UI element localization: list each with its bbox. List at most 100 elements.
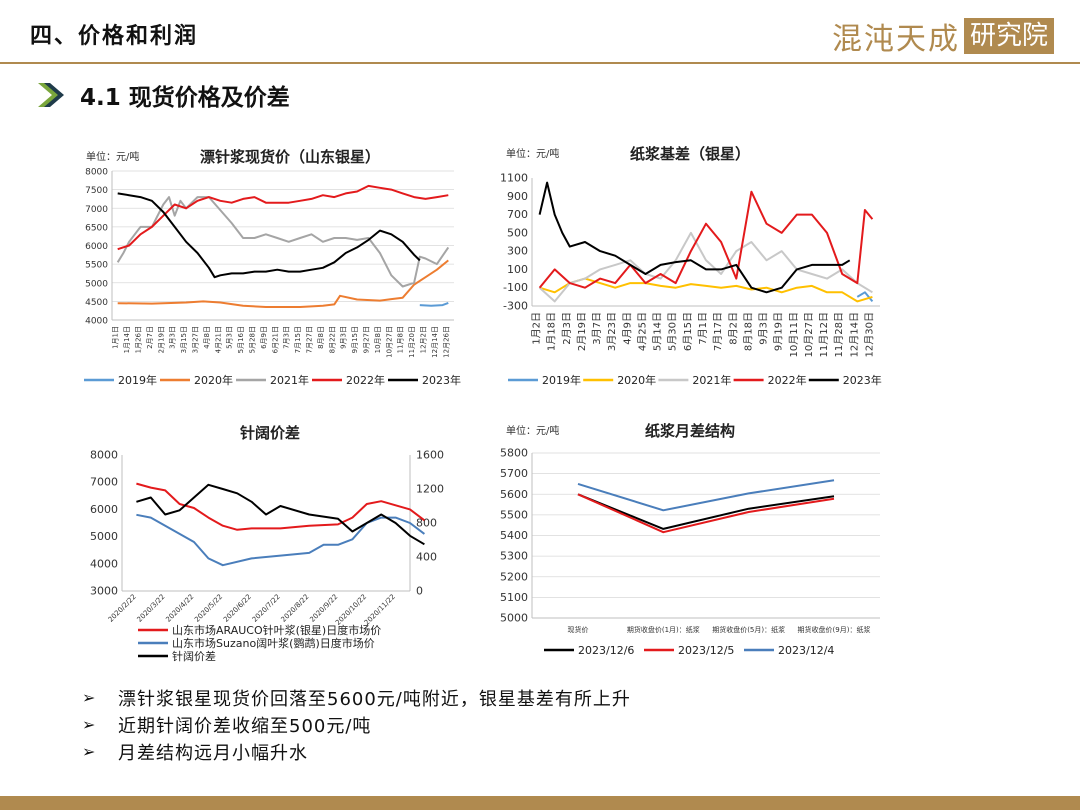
y-tick-label: 500 <box>507 226 528 239</box>
legend-label: 山东市场Suzano阔叶浆(鹦鹉)日度市场价 <box>172 636 375 650</box>
x-tick-label: 7月15日 <box>294 326 302 353</box>
x-tick-label: 2020/11/22 <box>363 593 397 627</box>
y-tick-label: 8000 <box>90 449 118 462</box>
x-tick-label: 6月9日 <box>260 326 268 349</box>
x-tick-label: 3月15日 <box>180 326 188 353</box>
y-tick-label: 5600 <box>500 488 528 501</box>
y-tick-label: 5800 <box>500 447 528 460</box>
y-tick-label: 4500 <box>85 298 108 308</box>
x-tick-label: 4月8日 <box>203 326 211 349</box>
x-tick-label: 8月2日 <box>727 312 739 345</box>
chart-title: 纸浆月差结构 <box>645 422 735 440</box>
legend-label: 2020年 <box>617 373 656 387</box>
footer-bar <box>0 796 1080 810</box>
x-tick-label: 4月21日 <box>214 326 222 353</box>
x-tick-label: 2020/5/22 <box>193 593 224 624</box>
y-tick-label: 5100 <box>500 591 528 604</box>
chart-title: 纸浆基差（银星） <box>630 145 750 163</box>
y2-tick-label: 0 <box>416 585 423 598</box>
section-title: 四、价格和利润 <box>30 24 199 49</box>
y2-tick-label: 1200 <box>416 483 444 496</box>
x-tick-label: 12月14日 <box>848 312 860 357</box>
y-tick-label: 6500 <box>85 223 108 233</box>
y-tick-label: 5000 <box>85 279 108 289</box>
legend-label: 2019年 <box>118 373 157 387</box>
x-tick-label: 7月27日 <box>306 326 314 353</box>
x-tick-label: 9月3日 <box>340 326 348 349</box>
x-tick-label: 9月27日 <box>363 326 371 353</box>
legend-label: 针阔价差 <box>172 649 216 663</box>
x-tick-label: 2020/8/22 <box>280 593 311 624</box>
legend-label: 2020年 <box>194 373 233 387</box>
series-line <box>538 181 851 294</box>
legend-label: 2023/12/5 <box>678 644 734 657</box>
y2-tick-label: 400 <box>416 551 437 564</box>
x-tick-label: 4月25日 <box>636 312 648 351</box>
x-tick-label: 11月20日 <box>408 326 416 358</box>
chart-unit-label: 单位：元/吨 <box>506 147 559 160</box>
series-line <box>577 479 835 512</box>
x-tick-label: 12月30日 <box>863 312 875 357</box>
x-tick-label: 9月19日 <box>773 312 785 351</box>
legend-label: 2023年 <box>422 373 461 387</box>
y-tick-label: 4000 <box>90 557 118 570</box>
legend-label: 2022年 <box>346 373 385 387</box>
bullet-list: ➢ 漂针浆银星现货价回落至5600元/吨附近，银星基差有所上升 ➢ 近期针阔价差收缩… <box>82 684 631 765</box>
legend-label: 2023/12/6 <box>578 644 634 657</box>
legend-label: 2019年 <box>542 373 581 387</box>
arrow-bullet-icon: ➢ <box>82 742 97 761</box>
x-tick-label: 2020/9/22 <box>308 593 339 624</box>
y-tick-label: -300 <box>503 300 528 313</box>
arrow-bullet-icon: ➢ <box>82 688 97 707</box>
x-tick-label: 1月14日 <box>123 326 131 353</box>
chart-spot-price: 漂针浆现货价（山东银星） 单位：元/吨 4000 4500 5000 5500 6000 65… <box>80 140 470 390</box>
x-tick-label: 2020/4/22 <box>164 593 195 624</box>
chart-basis-svg: 纸浆基差（银星） 单位：元/吨 -300 -100 100 300 500 700 900 110… <box>500 145 882 387</box>
x-tick-label: 8月18日 <box>742 312 754 351</box>
chart-month-svg: 纸浆月差结构 单位：元/吨 5000 5100 5200 5300 5400 5500 5600… <box>500 422 880 657</box>
x-tick-label: 2020/6/22 <box>222 593 253 624</box>
x-tick-label: 7月17日 <box>712 312 724 351</box>
y-tick-label: 5700 <box>500 467 528 480</box>
chart-spread: 针阔价差 3000 4000 5000 6000 7000 8000 0 400 800 1200 1… <box>80 418 460 668</box>
y-tick-label: 7000 <box>90 476 118 489</box>
y-tick-label: 6000 <box>85 242 108 252</box>
y-tick-label: 5300 <box>500 550 528 563</box>
chart-unit-label: 单位：元/吨 <box>86 150 139 163</box>
bullet-text: 月差结构远月小幅升水 <box>118 742 308 764</box>
legend-label: 2023年 <box>843 373 882 387</box>
y-tick-label: 700 <box>507 208 528 221</box>
legend-label: 2021年 <box>270 373 309 387</box>
series-line <box>538 231 873 303</box>
y-tick-label: 5500 <box>500 508 528 521</box>
x-tick-label: 10月27日 <box>803 312 815 357</box>
x-tick-label: 2020/7/22 <box>251 593 282 624</box>
x-tick-label: 10月27日 <box>385 326 393 358</box>
y-tick-label: 100 <box>507 263 528 276</box>
chart-spread-svg: 针阔价差 3000 4000 5000 6000 7000 8000 0 400 800 1200 1… <box>90 424 444 663</box>
x-tick-label: 11月8日 <box>397 326 405 353</box>
arrow-bullet-icon: ➢ <box>82 715 97 734</box>
y-tick-label: 7500 <box>85 186 108 196</box>
y-tick-label: 4000 <box>85 317 108 327</box>
x-tick-label: 6月15日 <box>682 312 694 351</box>
x-tick-label: 5月28日 <box>249 326 257 353</box>
chart-spot-svg: 漂针浆现货价（山东银星） 单位：元/吨 4000 4500 5000 5500 6000 65… <box>84 148 461 387</box>
x-tick-label: 5月16日 <box>237 326 245 353</box>
legend-label: 2022年 <box>768 373 807 387</box>
x-tick-label: 2月19日 <box>157 326 165 353</box>
y-tick-label: 5000 <box>500 612 528 625</box>
logo-box-text: 研究院 <box>963 18 1054 54</box>
legend-label: 2021年 <box>692 373 731 387</box>
x-tick-label: 5月3日 <box>226 326 234 349</box>
bullet-text: 漂针浆银星现货价回落至5600元/吨附近，银星基差有所上升 <box>118 688 631 710</box>
x-tick-label: 期货收盘价(1月)：纸浆 <box>627 625 700 634</box>
x-tick-label: 11月28日 <box>833 312 845 357</box>
x-tick-label: 2月7日 <box>146 326 154 349</box>
chart-basis: 纸浆基差（银星） 单位：元/吨 -300 -100 100 300 500 700 900 110… <box>500 140 890 390</box>
x-tick-label: 8月8日 <box>317 326 325 349</box>
x-tick-label: 现货价 <box>568 625 589 634</box>
series-line <box>136 482 426 531</box>
x-tick-label: 5月14日 <box>652 312 664 351</box>
company-logo: 混沌天成 研究院 <box>832 14 1054 58</box>
